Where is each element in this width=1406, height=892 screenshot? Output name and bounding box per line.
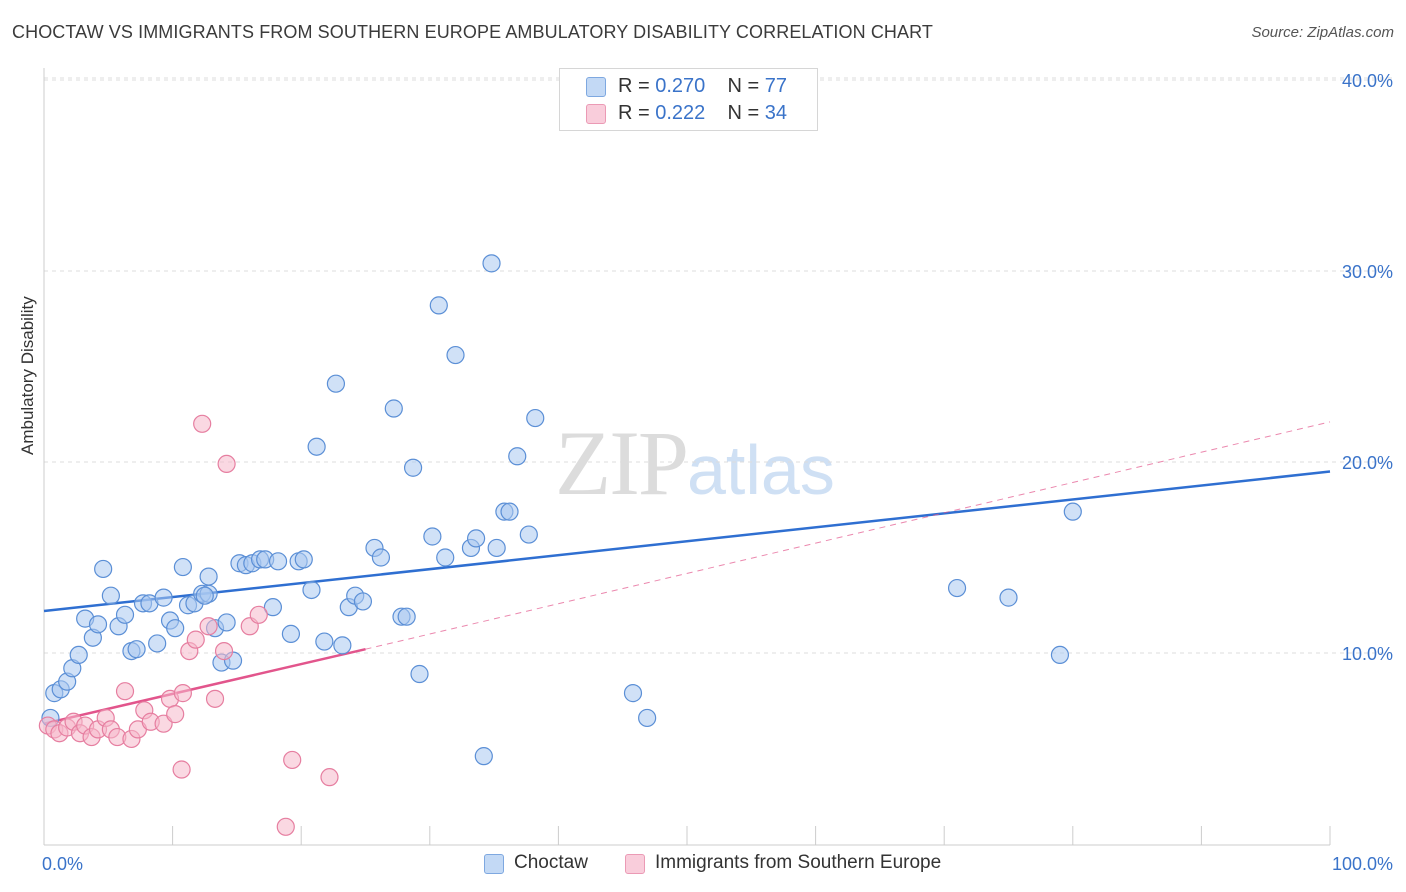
choctaw-point xyxy=(482,254,501,273)
choctaw-point xyxy=(526,408,545,428)
choctaw-point xyxy=(508,447,527,466)
choctaw-point xyxy=(999,588,1018,607)
choctaw-point xyxy=(88,615,108,634)
choctaw-point xyxy=(281,624,301,644)
choctaw-point xyxy=(487,538,506,558)
choctaw-point xyxy=(947,578,967,598)
choctaw-point xyxy=(397,607,416,626)
immigrants-point xyxy=(166,705,185,724)
immigrants-swatch xyxy=(586,104,606,124)
choctaw-point xyxy=(446,345,465,365)
immigrants-point xyxy=(283,750,302,770)
n-value-choctaw: 77 xyxy=(764,75,788,97)
x-tick-label-min: 0.0% xyxy=(42,854,83,874)
choctaw-point xyxy=(294,550,313,569)
choctaw-point xyxy=(384,399,403,418)
immigrants-point xyxy=(205,689,225,708)
immigrants-point xyxy=(186,630,205,649)
series-legend: Choctaw Immigrants from Southern Europe xyxy=(0,852,1406,878)
immigrants-trend-extension xyxy=(365,421,1331,650)
choctaw-point xyxy=(326,374,346,393)
choctaw-point xyxy=(500,502,519,521)
choctaw-trend-line xyxy=(43,470,1331,613)
choctaw-point xyxy=(1063,502,1082,521)
choctaw-point xyxy=(403,458,423,477)
choctaw-point xyxy=(199,567,218,586)
correlation-legend: R = 0.270 N = 77 R = 0.222 N = 34 xyxy=(559,68,818,131)
immigrants-point xyxy=(115,682,135,701)
choctaw-point xyxy=(166,619,185,638)
immigrants-trend-line xyxy=(43,647,366,725)
n-label: N = xyxy=(727,75,765,97)
y-axis-label: Ambulatory Disability xyxy=(18,296,37,455)
choctaw-point xyxy=(638,708,657,728)
choctaw-point xyxy=(371,548,391,567)
immigrants-point xyxy=(173,684,192,703)
choctaw-point xyxy=(1050,645,1070,665)
immigrants-legend-swatch xyxy=(625,854,645,874)
choctaw-swatch xyxy=(586,77,606,97)
choctaw-point xyxy=(474,747,493,766)
choctaw-point xyxy=(353,592,373,611)
choctaw-point xyxy=(154,588,173,607)
choctaw-point xyxy=(423,527,442,546)
immigrants-point xyxy=(172,760,191,779)
choctaw-legend-swatch xyxy=(484,854,504,874)
r-label: R = xyxy=(618,75,656,97)
trend-lines xyxy=(43,421,1331,725)
r-value-immigrants: 0.222 xyxy=(655,102,706,124)
choctaw-point xyxy=(115,605,135,624)
immigrants-point xyxy=(249,605,268,624)
choctaw-point xyxy=(410,664,429,684)
choctaw-point xyxy=(101,586,120,605)
immigrants-point xyxy=(193,414,212,433)
y-tick-label: 40.0% xyxy=(1342,71,1393,91)
data-points xyxy=(38,254,1082,836)
axes xyxy=(43,68,1331,846)
choctaw-point xyxy=(217,613,236,632)
legend-label-immigrants: Immigrants from Southern Europe xyxy=(655,852,942,873)
choctaw-point xyxy=(302,580,321,600)
immigrants-point xyxy=(217,454,236,474)
legend-label-choctaw: Choctaw xyxy=(514,852,588,873)
choctaw-point xyxy=(173,557,192,577)
r-label: R = xyxy=(618,102,656,124)
immigrants-point xyxy=(276,817,295,836)
immigrants-point xyxy=(214,641,234,661)
immigrants-point xyxy=(199,617,218,636)
choctaw-point xyxy=(429,296,448,315)
choctaw-point xyxy=(268,552,288,571)
choctaw-point xyxy=(333,636,352,655)
y-tick-label: 30.0% xyxy=(1342,262,1393,282)
y-tick-label: 10.0% xyxy=(1342,644,1393,664)
choctaw-point xyxy=(519,525,538,544)
immigrants-point xyxy=(320,768,339,787)
n-label: N = xyxy=(727,102,765,124)
choctaw-point xyxy=(69,645,88,665)
y-tick-label: 20.0% xyxy=(1342,453,1393,473)
choctaw-point xyxy=(148,634,167,653)
x-tick-label-max: 100.0% xyxy=(1332,854,1393,874)
choctaw-point xyxy=(127,640,146,659)
choctaw-point xyxy=(623,684,643,703)
choctaw-point xyxy=(195,586,214,605)
choctaw-point xyxy=(307,437,326,456)
choctaw-point xyxy=(466,529,486,548)
source-credit: Source: ZipAtlas.com xyxy=(1251,24,1394,41)
tick-labels: 10.0% 20.0% 30.0% 40.0% 0.0% 100.0% xyxy=(42,71,1393,874)
choctaw-point xyxy=(436,548,455,567)
choctaw-point xyxy=(315,632,334,651)
choctaw-point xyxy=(263,598,283,617)
choctaw-point xyxy=(94,559,113,579)
r-value-choctaw: 0.270 xyxy=(655,75,706,97)
chart-title: CHOCTAW VS IMMIGRANTS FROM SOUTHERN EURO… xyxy=(12,22,933,42)
n-value-immigrants: 34 xyxy=(764,102,788,124)
